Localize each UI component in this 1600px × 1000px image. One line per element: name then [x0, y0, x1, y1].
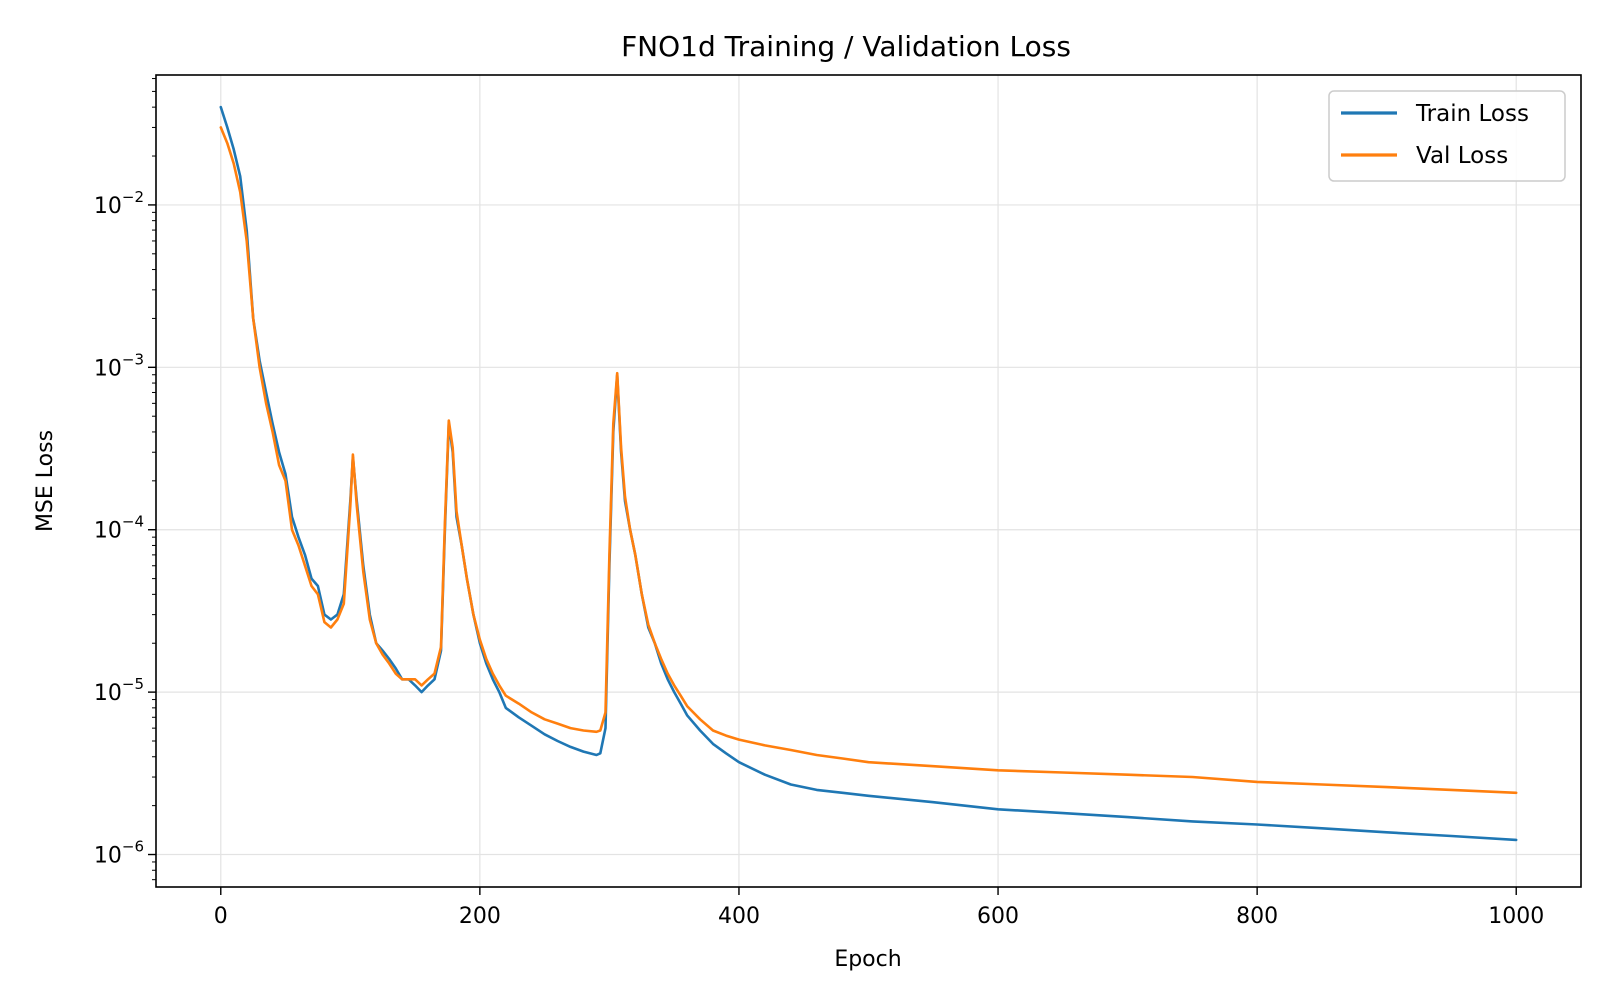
y-tick-label: 10−2 — [94, 188, 144, 219]
y-tick-exponent: −5 — [122, 675, 144, 693]
x-tick-label: 600 — [977, 904, 1019, 929]
x-tick-labels: 0 200 400 600 800 1000 — [214, 904, 1544, 929]
x-tick-label: 0 — [214, 904, 228, 929]
x-tick-label: 200 — [459, 904, 501, 929]
grid — [156, 75, 1581, 887]
y-tick-labels: 10−610−510−410−310−2 — [94, 188, 144, 869]
y-tick-base: 10 — [94, 844, 122, 869]
x-tick-label: 800 — [1236, 904, 1278, 929]
series-lines — [219, 105, 1518, 842]
y-tick-exponent: −2 — [122, 188, 144, 206]
y-tick-exponent: −6 — [122, 838, 144, 856]
y-tick-exponent: −4 — [122, 513, 144, 531]
y-tick-exponent: −3 — [122, 350, 144, 368]
series-line-train — [219, 105, 1518, 842]
y-tick-label: 10−4 — [94, 513, 144, 544]
x-tick-label: 400 — [718, 904, 760, 929]
chart-title: FNO1d Training / Validation Loss — [621, 30, 1071, 63]
y-tick-base: 10 — [94, 356, 122, 381]
y-tick-label: 10−3 — [94, 350, 144, 381]
tick-marks — [148, 204, 1517, 895]
y-tick-base: 10 — [94, 681, 122, 706]
y-tick-label: 10−6 — [94, 838, 144, 869]
y-axis-title: MSE Loss — [33, 430, 58, 532]
x-tick-label: 1000 — [1488, 904, 1544, 929]
series-line-val — [219, 126, 1518, 795]
y-tick-base: 10 — [94, 519, 122, 544]
plot-frame — [155, 74, 1582, 888]
legend-label-train: Train Loss — [1415, 101, 1529, 127]
legend-label-val: Val Loss — [1416, 143, 1508, 169]
legend: Train Loss Val Loss — [1328, 90, 1566, 182]
x-axis-title: Epoch — [834, 947, 901, 972]
y-tick-label: 10−5 — [94, 675, 144, 706]
y-tick-base: 10 — [94, 194, 122, 219]
